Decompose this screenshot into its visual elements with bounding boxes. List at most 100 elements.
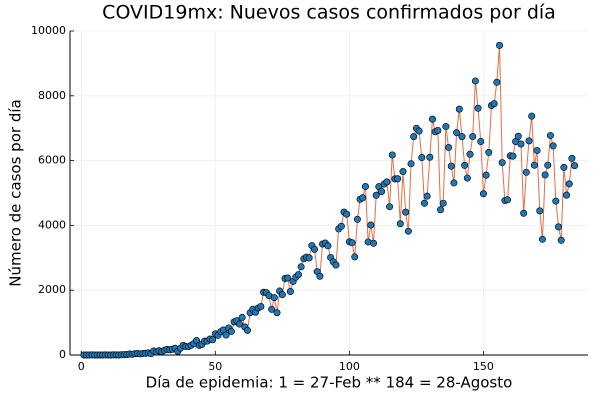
data-point xyxy=(370,239,378,247)
x-tick-label: 100 xyxy=(339,360,360,373)
x-axis-label: Día de epidemia: 1 = 27-Feb ** 184 = 28-… xyxy=(146,374,513,392)
data-point xyxy=(514,132,522,140)
data-point xyxy=(549,142,557,150)
data-point xyxy=(273,309,281,317)
data-point xyxy=(415,127,423,135)
data-point xyxy=(485,148,493,156)
data-point xyxy=(496,41,504,49)
data-point xyxy=(563,191,571,199)
data-point xyxy=(378,188,386,196)
data-point xyxy=(445,143,453,151)
data-point xyxy=(396,220,404,228)
data-point xyxy=(278,291,286,299)
data-point xyxy=(477,137,485,145)
data-point xyxy=(536,207,544,215)
y-tick-label: 0 xyxy=(59,348,66,361)
data-point xyxy=(504,196,512,204)
data-point xyxy=(544,161,552,169)
data-point xyxy=(447,162,455,170)
data-point xyxy=(546,131,554,139)
data-point xyxy=(351,253,359,261)
data-point xyxy=(482,171,490,179)
data-point xyxy=(407,160,415,168)
data-point xyxy=(337,222,345,230)
data-point xyxy=(394,175,402,183)
data-point xyxy=(557,236,565,244)
data-point xyxy=(525,137,533,145)
data-point xyxy=(238,313,246,321)
data-point xyxy=(541,171,549,179)
data-point xyxy=(324,242,332,250)
data-point xyxy=(222,331,230,339)
data-point xyxy=(286,287,294,295)
data-point xyxy=(383,178,391,186)
y-tick-label: 6000 xyxy=(38,154,66,167)
data-point xyxy=(474,104,482,112)
y-tick-label: 4000 xyxy=(38,218,66,231)
data-point xyxy=(442,123,450,131)
data-point xyxy=(348,239,356,247)
data-point xyxy=(332,261,340,269)
data-point xyxy=(418,154,426,162)
data-point xyxy=(450,179,458,187)
data-point xyxy=(530,161,538,169)
data-point xyxy=(571,162,579,170)
data-point xyxy=(517,140,525,148)
y-tick-label: 10000 xyxy=(31,24,66,37)
data-point xyxy=(386,203,394,211)
data-point xyxy=(423,192,431,200)
data-point xyxy=(437,206,445,214)
data-point xyxy=(209,336,217,344)
y-axis-label: Número de casos por día xyxy=(7,99,25,286)
data-point xyxy=(227,327,235,335)
data-point xyxy=(305,254,313,262)
data-point xyxy=(426,153,434,161)
data-point xyxy=(316,272,324,280)
data-point xyxy=(402,208,410,216)
data-point xyxy=(361,183,369,191)
data-point xyxy=(420,199,428,207)
data-point xyxy=(560,163,568,171)
data-point xyxy=(490,100,498,108)
data-point xyxy=(399,168,407,176)
data-point xyxy=(493,78,501,86)
data-point xyxy=(257,302,265,310)
data-point xyxy=(270,294,278,302)
data-point xyxy=(538,235,546,243)
data-point xyxy=(520,209,528,217)
data-point xyxy=(388,151,396,159)
data-point xyxy=(533,146,541,154)
data-point xyxy=(463,174,471,182)
data-point xyxy=(268,305,276,313)
x-tick-label: 0 xyxy=(78,360,85,373)
data-point xyxy=(568,154,576,162)
data-point xyxy=(235,320,243,328)
data-point xyxy=(410,133,418,141)
data-line xyxy=(83,45,576,356)
data-point xyxy=(455,105,463,113)
data-point xyxy=(498,159,506,167)
data-point xyxy=(297,263,305,271)
data-point xyxy=(353,215,361,223)
data-point xyxy=(466,150,474,158)
x-tick-label: 50 xyxy=(208,360,222,373)
data-point xyxy=(367,221,375,229)
data-point xyxy=(404,227,412,235)
data-point xyxy=(522,168,530,176)
data-point xyxy=(439,199,447,207)
data-point xyxy=(243,326,251,334)
x-tick-label: 150 xyxy=(473,360,494,373)
data-point xyxy=(479,190,487,198)
data-point xyxy=(294,271,302,279)
chart-title: COVID19mx: Nuevos casos confirmados por … xyxy=(102,2,556,24)
data-point xyxy=(311,245,319,253)
data-point xyxy=(428,115,436,123)
y-tick-label: 2000 xyxy=(38,283,66,296)
data-point xyxy=(565,180,573,188)
data-point xyxy=(528,112,536,120)
data-point xyxy=(458,133,466,141)
data-point xyxy=(555,223,563,231)
data-point xyxy=(552,197,560,205)
data-point xyxy=(372,191,380,199)
